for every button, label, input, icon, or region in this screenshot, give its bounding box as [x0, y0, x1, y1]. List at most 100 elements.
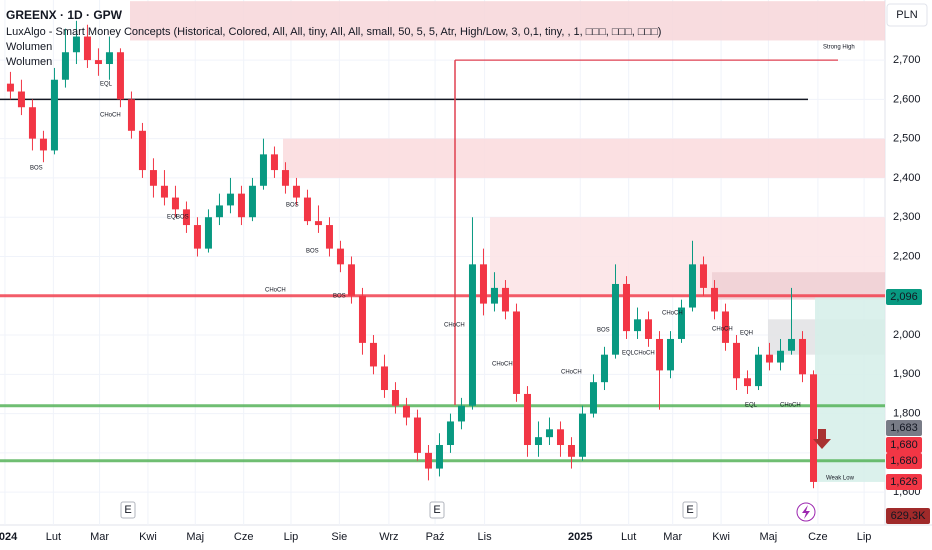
candle-body: [611, 283, 619, 355]
price-badge-label: 1,680: [890, 439, 918, 451]
x-tick-label: Mar: [90, 531, 109, 543]
candle-body: [545, 429, 553, 438]
candle-body: [600, 354, 608, 383]
candle-body: [116, 52, 124, 100]
x-tick-label: Cze: [234, 531, 254, 543]
candle-body: [215, 205, 223, 218]
event-label: E: [124, 504, 131, 516]
candle-body: [501, 287, 509, 312]
price-badge-label: 1,683: [890, 422, 918, 434]
volume-badge-label: 629,3K: [891, 510, 927, 522]
volume-badge: [886, 508, 930, 524]
candle-body: [479, 264, 487, 304]
candle-body: [798, 338, 806, 375]
candle-body: [149, 170, 157, 186]
currency-button[interactable]: [886, 3, 928, 27]
candle-body: [787, 338, 795, 351]
smc-label: CHoCH: [712, 327, 733, 333]
x-tick-label: Maj: [760, 531, 778, 543]
x-tick-label: Kwi: [139, 531, 157, 543]
event-label: E: [433, 504, 440, 516]
candle-body: [666, 338, 674, 371]
candle-body: [105, 52, 113, 65]
event-marker: [429, 501, 445, 519]
candle-body: [435, 445, 443, 469]
price-badge: [886, 437, 922, 453]
smc-label: BOS: [30, 166, 43, 172]
x-tick-label: Lis: [478, 531, 493, 543]
smc-label: CHoCH: [265, 288, 286, 294]
candle-body: [39, 138, 47, 151]
x-tick-label: Lut: [46, 531, 61, 543]
candle-body: [160, 185, 168, 198]
candle-body: [622, 283, 630, 332]
y-tick-label: 2,300: [893, 211, 921, 223]
candle-body: [512, 311, 520, 394]
candle-body: [523, 393, 531, 446]
candle-body: [633, 319, 641, 332]
zone: [815, 297, 885, 482]
smc-label: BOS: [176, 215, 189, 221]
candle-body: [259, 154, 267, 186]
candle-body: [226, 193, 234, 206]
price-badge-label: 1,626: [890, 476, 918, 488]
candle-body: [72, 36, 80, 53]
candle-body: [369, 342, 377, 367]
y-tick-label: 2,000: [893, 329, 921, 341]
candle-body: [732, 342, 740, 379]
smc-label: CHoCH: [444, 323, 465, 329]
smc-label: CHoCH: [100, 113, 121, 119]
candle-body: [204, 217, 212, 249]
candle-body: [314, 221, 322, 226]
y-tick-label: 2,700: [893, 54, 921, 66]
candle-body: [402, 405, 410, 418]
candle-body: [776, 350, 784, 363]
candle-body: [765, 354, 773, 363]
candle-body: [94, 60, 102, 65]
candle-body: [61, 52, 69, 80]
candle-body: [490, 287, 498, 304]
candle-body: [710, 287, 718, 312]
price-badge-label: 2,096: [890, 291, 918, 303]
alert-icon[interactable]: [796, 502, 816, 522]
smc-label: Weak Low: [826, 476, 855, 482]
candle-body: [677, 307, 685, 339]
currency[interactable]: PLN: [896, 9, 917, 21]
candle-body: [358, 295, 366, 343]
candle-body: [589, 382, 597, 414]
candle-body: [292, 185, 300, 198]
smc-label: EQL: [745, 403, 758, 409]
smc-label: Strong High: [823, 45, 855, 51]
smc-label: BOS: [333, 294, 346, 300]
x-tick-label: Lip: [857, 531, 872, 543]
x-tick-label: Lip: [284, 531, 299, 543]
x-tick-label: Cze: [808, 531, 828, 543]
event-marker: [120, 501, 136, 519]
candle-body: [182, 209, 190, 226]
candle-body: [468, 264, 476, 406]
candle-body: [754, 354, 762, 387]
candle-body: [578, 413, 586, 457]
candle-body: [644, 319, 652, 339]
price-badge: [886, 289, 922, 305]
symbol-title: GREENX · 1D · GPW: [6, 8, 123, 22]
smc-label: CHoCH: [780, 403, 801, 409]
candle-body: [721, 311, 729, 343]
candle-body: [237, 193, 245, 218]
price-badge: [886, 474, 922, 490]
candle-body: [457, 405, 465, 422]
candle-body: [17, 91, 25, 108]
candle-body: [655, 338, 663, 371]
smc-label: CHoCH: [492, 362, 513, 368]
candle-body: [270, 154, 278, 171]
smc-label: EQL: [167, 215, 180, 221]
x-tick-label: Mar: [663, 531, 682, 543]
candle-body: [534, 437, 542, 446]
indicator: Wolumen: [6, 56, 52, 68]
candle-body: [83, 36, 91, 61]
candle-body: [699, 264, 707, 288]
candle-body: [424, 452, 432, 469]
